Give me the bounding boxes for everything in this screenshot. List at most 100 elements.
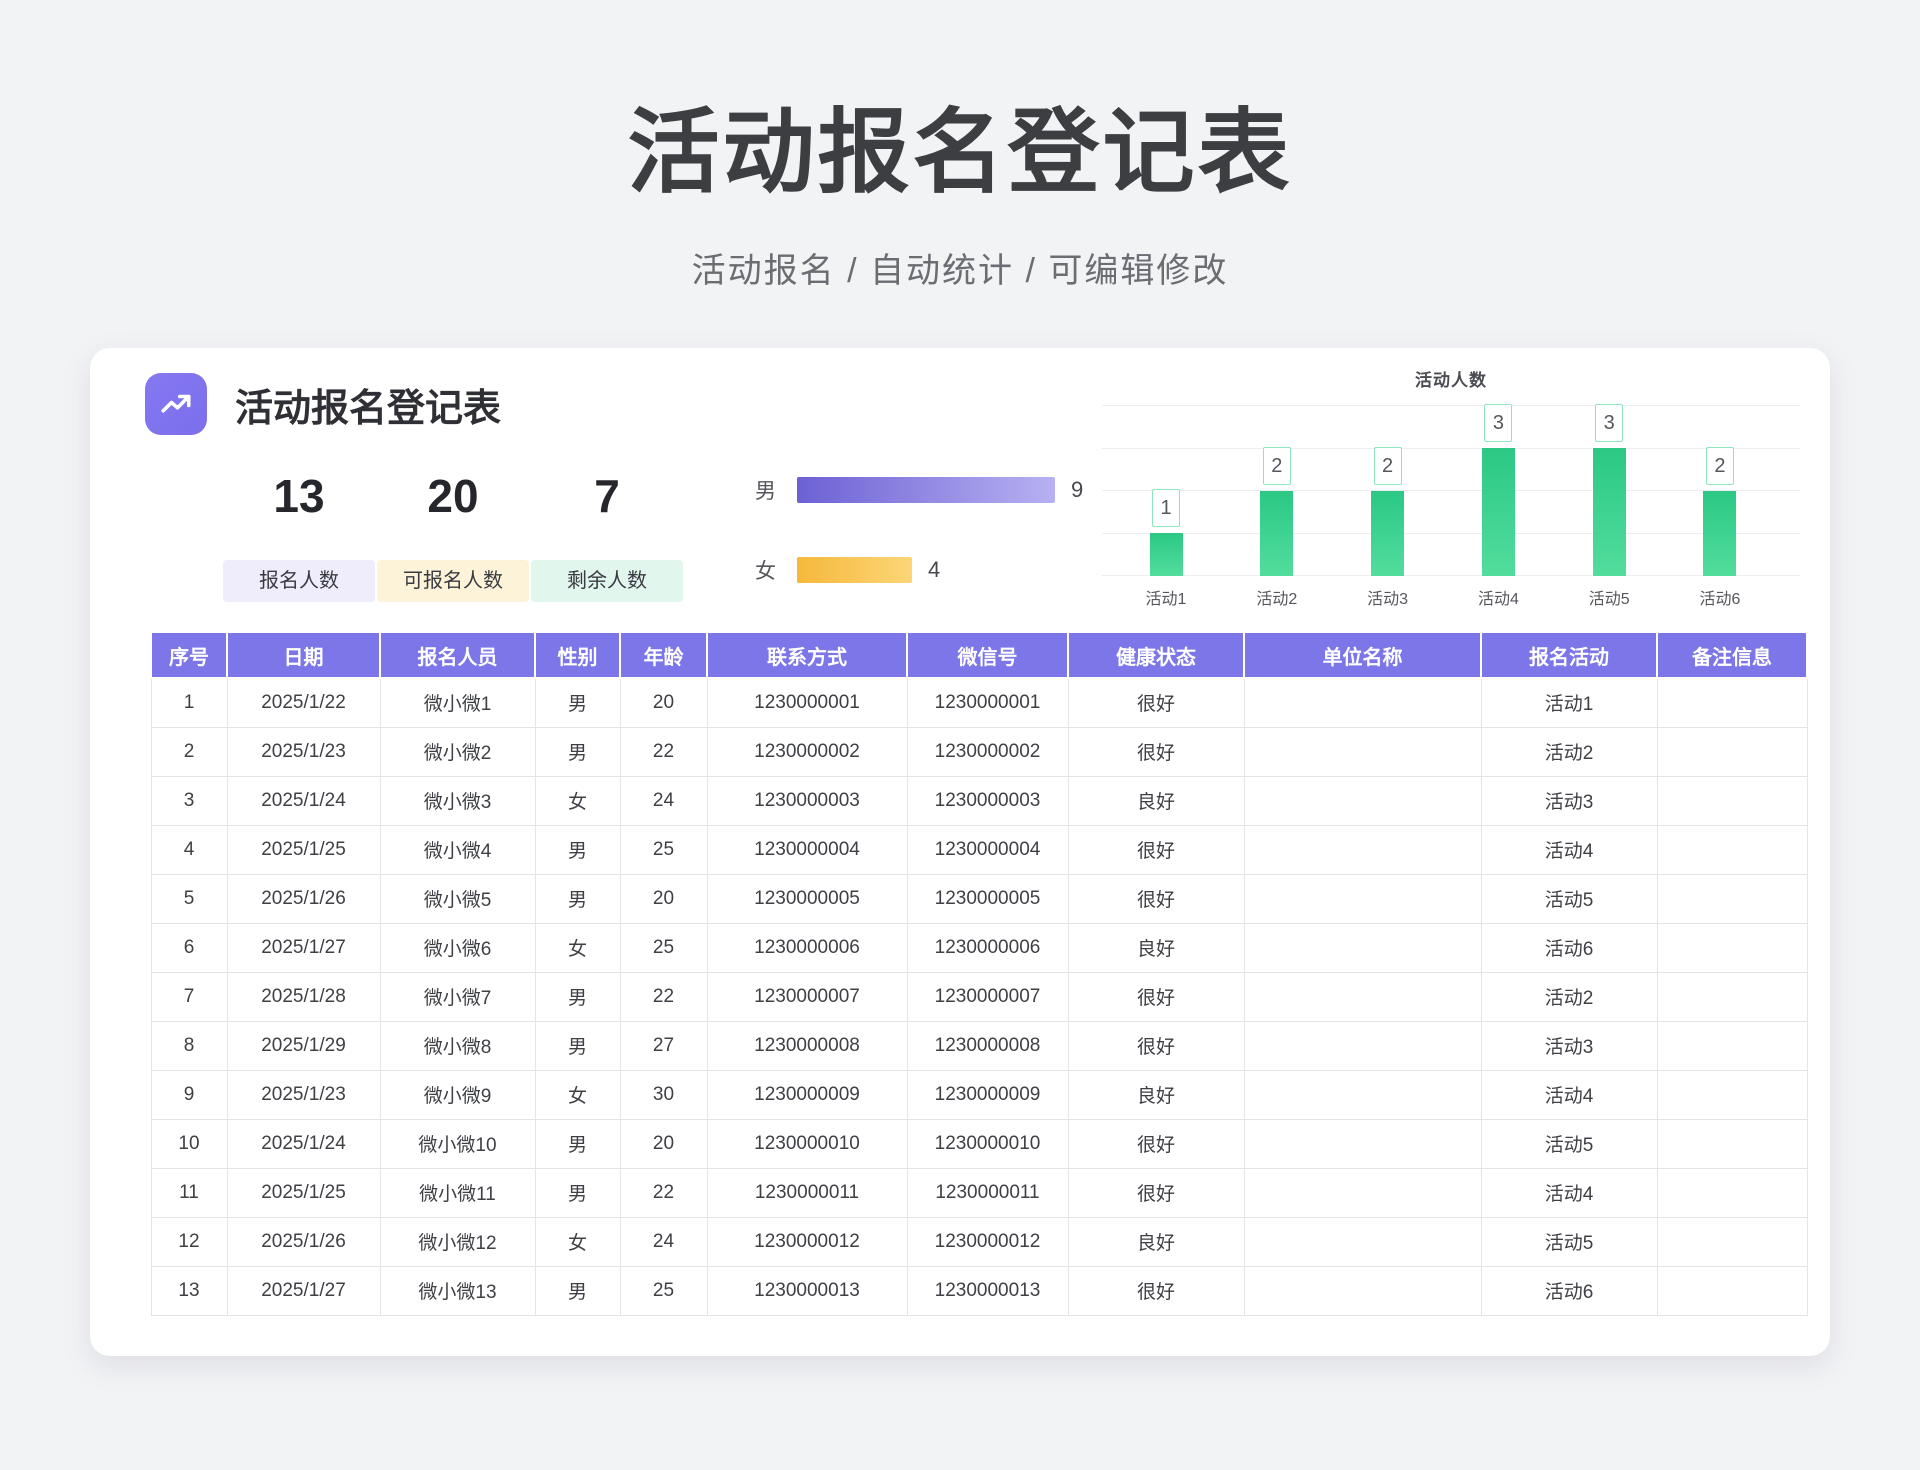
table-cell: 2025/1/23 — [226, 1069, 381, 1120]
table-row: 1 2025/1/22 微小微1 男 20 1230000001 1230000001 很好活… — [150, 677, 1808, 728]
table-row: 7 2025/1/28 微小微7 男 22 1230000007 1230000007 很好活… — [150, 971, 1808, 1022]
table-cell: 活动2 — [1480, 971, 1658, 1022]
table-cell — [1656, 677, 1808, 728]
axis-category-label: 活动1 — [1145, 591, 1187, 608]
table-cell — [1243, 677, 1482, 728]
table-cell: 22 — [619, 971, 708, 1022]
table-cell — [1656, 824, 1808, 875]
table-cell: 13 — [150, 1265, 228, 1316]
stat-1: 13 报名人数 — [223, 466, 375, 602]
table-cell — [1243, 1167, 1482, 1218]
table-cell: 很好 — [1067, 1118, 1245, 1169]
activity-bar — [1592, 448, 1626, 576]
table-cell: 很好 — [1067, 1265, 1245, 1316]
chart-plot-area: 1 2 2 3 3 2 — [1102, 404, 1800, 576]
table-cell: 微小微12 — [379, 1216, 536, 1267]
column-header: 健康状态 — [1067, 631, 1245, 679]
table-cell — [1656, 1069, 1808, 1120]
table-row: 8 2025/1/29 微小微8 男 27 1230000008 1230000008 很好活… — [150, 1020, 1808, 1071]
table-cell — [1243, 1069, 1482, 1120]
table-cell: 1 — [150, 677, 228, 728]
table-cell — [1656, 873, 1808, 924]
table-cell: 很好 — [1067, 873, 1245, 924]
table-cell: 活动1 — [1480, 677, 1658, 728]
table-cell: 良好 — [1067, 922, 1245, 973]
table-cell — [1656, 922, 1808, 973]
table-cell: 2 — [150, 726, 228, 777]
table-cell: 12 — [150, 1216, 228, 1267]
table-cell: 活动4 — [1480, 1069, 1658, 1120]
table-cell: 1230000002 — [706, 726, 908, 777]
table-row: 9 2025/1/23 微小微9 女 30 1230000009 1230000009 良好活… — [150, 1069, 1808, 1120]
table-cell: 2025/1/27 — [226, 922, 381, 973]
page-title: 活动报名登记表 — [627, 102, 1293, 204]
axis-category-label: 活动2 — [1256, 591, 1298, 608]
table-cell: 1230000006 — [906, 922, 1069, 973]
table-row: 10 2025/1/24 微小微10 男 20 1230000010 1230000010 很… — [150, 1118, 1808, 1169]
table-cell: 20 — [619, 677, 708, 728]
table-row: 6 2025/1/27 微小微6 女 25 1230000006 1230000006 良好活… — [150, 922, 1808, 973]
table-cell: 微小微6 — [379, 922, 536, 973]
table-cell: 很好 — [1067, 1020, 1245, 1071]
table-cell: 女 — [534, 1069, 621, 1120]
table-cell: 1230000001 — [706, 677, 908, 728]
table-cell: 1230000011 — [906, 1167, 1069, 1218]
column-header: 报名人员 — [379, 631, 536, 679]
gridline — [1102, 447, 1800, 449]
chart-axis-labels: 活动1 活动2 活动3 活动4 活动5 活动6 — [1102, 585, 1800, 609]
activity-bar-column: 2 — [1690, 447, 1750, 576]
table-cell: 1230000011 — [706, 1167, 908, 1218]
table-cell: 2025/1/22 — [226, 677, 381, 728]
axis-category-label: 活动5 — [1588, 591, 1630, 608]
table-cell: 1230000013 — [706, 1265, 908, 1316]
table-cell: 2025/1/27 — [226, 1265, 381, 1316]
table-cell: 20 — [619, 873, 708, 924]
table-cell: 2025/1/26 — [226, 1216, 381, 1267]
chart-title: 活动人数 — [1415, 371, 1487, 390]
gridline — [1102, 405, 1800, 406]
table-cell: 微小微2 — [379, 726, 536, 777]
table-cell: 活动5 — [1480, 873, 1658, 924]
table-cell: 微小微5 — [379, 873, 536, 924]
activity-bar — [1371, 491, 1405, 576]
table-cell: 女 — [534, 922, 621, 973]
bar-value-label: 2 — [1705, 447, 1734, 485]
column-header: 单位名称 — [1243, 631, 1482, 679]
gridline — [1102, 490, 1800, 491]
gridline — [1102, 532, 1800, 534]
table-header-row: 序号 日期 报名人员 性别 年龄 联系方式 微信号 健康状态 单位名称 报名活动 备注信息 — [150, 631, 1808, 679]
table-cell — [1656, 1265, 1808, 1316]
table-cell: 男 — [534, 677, 621, 728]
table-cell: 25 — [619, 922, 708, 973]
registration-table: 序号 日期 报名人员 性别 年龄 联系方式 微信号 健康状态 单位名称 报名活动 备注信息 1 202… — [150, 631, 1808, 1316]
bar-value-label: 2 — [1262, 447, 1291, 485]
table-cell: 1230000003 — [706, 775, 908, 826]
gender-bar-value: 4 — [928, 557, 941, 582]
gender-bar — [797, 557, 912, 583]
activity-bar-column: 2 — [1358, 447, 1418, 576]
table-cell — [1243, 775, 1482, 826]
table-cell: 2025/1/25 — [226, 1167, 381, 1218]
table-cell: 活动3 — [1480, 1020, 1658, 1071]
column-header: 报名活动 — [1480, 631, 1658, 679]
table-cell: 男 — [534, 1020, 621, 1071]
table-row: 2 2025/1/23 微小微2 男 22 1230000002 1230000002 很好活… — [150, 726, 1808, 777]
table-cell: 24 — [619, 775, 708, 826]
table-cell — [1656, 1020, 1808, 1071]
table-cell: 1230000012 — [906, 1216, 1069, 1267]
stat-label: 可报名人数 — [377, 560, 529, 602]
gender-bar-value: 9 — [1071, 477, 1084, 502]
table-cell: 微小微7 — [379, 971, 536, 1022]
table-cell: 20 — [619, 1118, 708, 1169]
table-cell: 6 — [150, 922, 228, 973]
table-cell: 24 — [619, 1216, 708, 1267]
table-cell: 2025/1/24 — [226, 1118, 381, 1169]
table-cell: 男 — [534, 873, 621, 924]
table-cell: 1230000009 — [706, 1069, 908, 1120]
column-header: 备注信息 — [1656, 631, 1808, 679]
column-header: 序号 — [150, 631, 228, 679]
table-cell: 活动6 — [1480, 922, 1658, 973]
table-cell: 微小微1 — [379, 677, 536, 728]
